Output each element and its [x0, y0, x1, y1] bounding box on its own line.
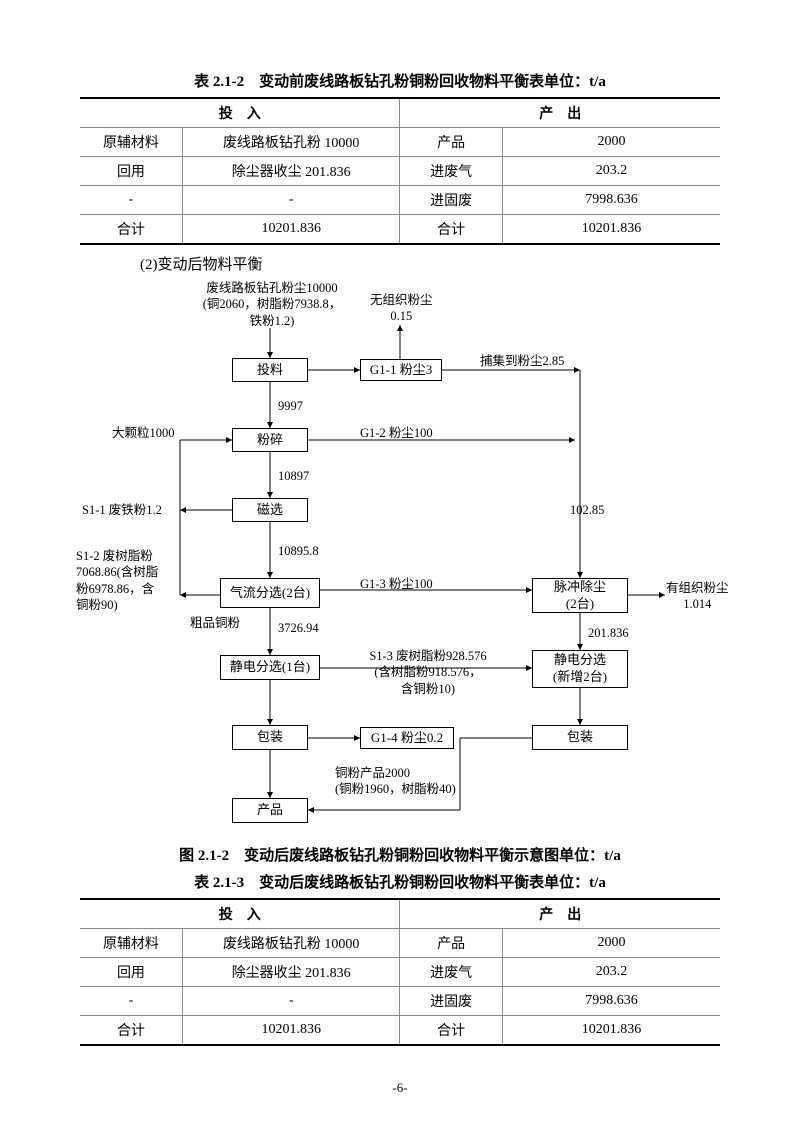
- lbl-s11: S1-1 废铁粉1.2: [82, 502, 162, 518]
- t2r3a: -: [80, 987, 182, 1016]
- t1r4c: 合计: [400, 215, 502, 245]
- subtitle: (2)变动后物料平衡: [80, 253, 720, 274]
- t2r1b: 废线路板钻孔粉 10000: [182, 929, 400, 958]
- fig-caption: 图 2.1-2 变动后废线路板钻孔粉铜粉回收物料平衡示意图单位：t/a: [80, 844, 720, 865]
- lbl-cupin: 粗品铜粉: [190, 615, 240, 631]
- t1r1c: 产品: [400, 128, 502, 157]
- t2r3b: -: [182, 987, 400, 1016]
- t2r1c: 产品: [400, 929, 502, 958]
- t1r2a: 回用: [80, 157, 182, 186]
- lbl-108958: 10895.8: [278, 543, 319, 559]
- t2r2a: 回用: [80, 958, 182, 987]
- t1r3a: -: [80, 186, 182, 215]
- lbl-cuprod: 铜粉产品2000(铜粉1960，树脂粉40): [335, 765, 495, 798]
- box-g11: G1-1 粉尘3: [360, 359, 442, 381]
- t2r2c: 进废气: [400, 958, 502, 987]
- t2r4b: 10201.836: [182, 1016, 400, 1046]
- t2r4c: 合计: [400, 1016, 502, 1046]
- table2: 投 入 产 出 原辅材料废线路板钻孔粉 10000产品2000 回用除尘器收尘 …: [80, 898, 720, 1046]
- t2r3c: 进固废: [400, 987, 502, 1016]
- box-toul: 投料: [232, 358, 308, 382]
- lbl-input-top: 废线路板钻孔粉尘10000(铜2060，树脂粉7938.8，铁粉1.2): [182, 280, 362, 329]
- th-left: 投 入: [80, 98, 400, 128]
- box-baozhuang1: 包装: [232, 725, 308, 750]
- t1r2c: 进废气: [400, 157, 502, 186]
- t2r3d: 7998.636: [502, 987, 720, 1016]
- lbl-buji: 捕集到粉尘2.85: [480, 353, 564, 369]
- t1r2d: 203.2: [502, 157, 720, 186]
- box-jingdian1: 静电分选(1台): [220, 655, 320, 680]
- box-maichong: 脉冲除尘(2台): [532, 578, 628, 613]
- th2-left: 投 入: [80, 899, 400, 929]
- lbl-10897: 10897: [278, 468, 309, 484]
- lbl-g12: G1-2 粉尘100: [360, 425, 433, 441]
- lbl-youzuzhi: 有组织粉尘1.014: [666, 580, 729, 613]
- table1: 投 入 产 出 原辅材料废线路板钻孔粉 10000产品2000 回用除尘器收尘 …: [80, 97, 720, 245]
- box-chanpin: 产品: [232, 798, 308, 823]
- t1r2b: 除尘器收尘 201.836: [182, 157, 400, 186]
- box-fensui: 粉碎: [232, 428, 308, 452]
- box-qiliu: 气流分选(2台): [220, 578, 320, 608]
- t2r1d: 2000: [502, 929, 720, 958]
- box-cixuan: 磁选: [232, 498, 308, 522]
- table1-title: 表 2.1-2 变动前废线路板钻孔粉铜粉回收物料平衡表单位：t/a: [80, 70, 720, 91]
- box-jingdian2: 静电分选(新增2台): [532, 650, 628, 688]
- t1r4d: 10201.836: [502, 215, 720, 245]
- t1r4a: 合计: [80, 215, 182, 245]
- flow-diagram: 废线路板钻孔粉尘10000(铜2060，树脂粉7938.8，铁粉1.2) 无组织…: [80, 280, 720, 840]
- box-g14: G1-4 粉尘0.2: [360, 727, 454, 749]
- t1r3b: -: [182, 186, 400, 215]
- lbl-wuzuzhi: 无组织粉尘0.15: [370, 292, 433, 325]
- lbl-dake: 大颗粒1000: [112, 425, 175, 441]
- lbl-372694: 3726.94: [278, 620, 319, 636]
- t2r2b: 除尘器收尘 201.836: [182, 958, 400, 987]
- t2r2d: 203.2: [502, 958, 720, 987]
- lbl-s13: S1-3 废树脂粉928.576(含树脂粉918.576，含铜粉10): [348, 648, 508, 697]
- lbl-s12: S1-2 废树脂粉7068.86(含树脂粉6978.86，含铜粉90): [76, 548, 186, 613]
- t2r4a: 合计: [80, 1016, 182, 1046]
- page-number: -6-: [0, 1080, 800, 1096]
- lbl-g13: G1-3 粉尘100: [360, 576, 433, 592]
- lbl-201836: 201.836: [588, 625, 629, 641]
- t2r4d: 10201.836: [502, 1016, 720, 1046]
- t1r3c: 进固废: [400, 186, 502, 215]
- th-right: 产 出: [400, 98, 720, 128]
- t2r1a: 原辅材料: [80, 929, 182, 958]
- t1r3d: 7998.636: [502, 186, 720, 215]
- t1r1a: 原辅材料: [80, 128, 182, 157]
- lbl-10285: 102.85: [570, 502, 604, 518]
- t1r4b: 10201.836: [182, 215, 400, 245]
- t1r1b: 废线路板钻孔粉 10000: [182, 128, 400, 157]
- box-baozhuang2: 包装: [532, 725, 628, 750]
- th2-right: 产 出: [400, 899, 720, 929]
- t1r1d: 2000: [502, 128, 720, 157]
- table2-title: 表 2.1-3 变动后废线路板钻孔粉铜粉回收物料平衡表单位：t/a: [80, 871, 720, 892]
- lbl-9997: 9997: [278, 398, 303, 414]
